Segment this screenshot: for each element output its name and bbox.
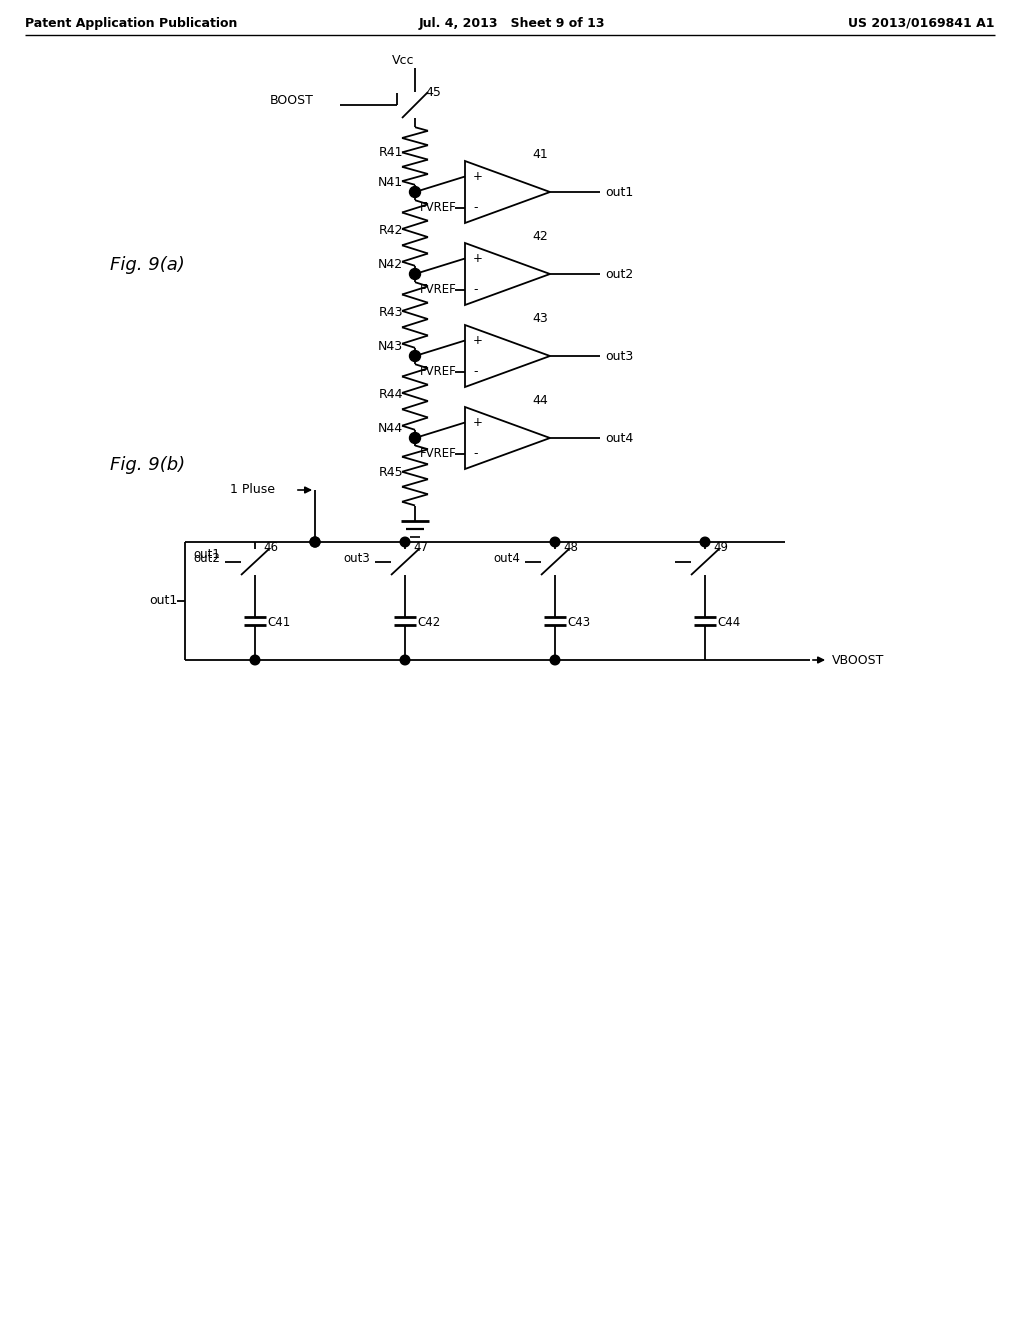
Text: VBOOST: VBOOST (831, 653, 885, 667)
Text: US 2013/0169841 A1: US 2013/0169841 A1 (849, 16, 995, 29)
Circle shape (400, 537, 410, 546)
Text: R43: R43 (379, 305, 403, 318)
Text: Vcc: Vcc (392, 54, 415, 66)
Text: -: - (473, 366, 477, 378)
Text: out4: out4 (605, 432, 633, 445)
Text: out2: out2 (605, 268, 633, 281)
Text: C41: C41 (267, 616, 290, 630)
Text: out3: out3 (605, 350, 633, 363)
Text: out4: out4 (494, 552, 520, 565)
Circle shape (410, 186, 421, 198)
Text: +: + (473, 170, 483, 183)
Text: 47: 47 (413, 541, 428, 554)
Text: FVREF: FVREF (420, 366, 457, 378)
Text: 49: 49 (713, 541, 728, 554)
Text: +: + (473, 416, 483, 429)
Text: R42: R42 (379, 223, 403, 236)
Text: -: - (473, 282, 477, 296)
Circle shape (400, 655, 410, 665)
Text: N43: N43 (378, 339, 403, 352)
Text: N42: N42 (378, 257, 403, 271)
Text: out1: out1 (605, 186, 633, 198)
Text: Fig. 9(b): Fig. 9(b) (110, 455, 185, 474)
Text: N41: N41 (378, 176, 403, 189)
Text: 41: 41 (532, 148, 548, 161)
Text: 48: 48 (563, 541, 578, 554)
Text: out1: out1 (194, 548, 220, 561)
Circle shape (410, 351, 421, 362)
Text: Patent Application Publication: Patent Application Publication (25, 16, 238, 29)
Text: FVREF: FVREF (420, 447, 457, 459)
Text: +: + (473, 334, 483, 347)
Text: N44: N44 (378, 421, 403, 434)
Circle shape (250, 655, 260, 665)
Text: 1 Pluse: 1 Pluse (230, 483, 275, 496)
Circle shape (310, 537, 319, 546)
Text: 44: 44 (532, 393, 548, 407)
Circle shape (410, 268, 421, 280)
Circle shape (410, 433, 421, 444)
Text: R45: R45 (379, 466, 403, 479)
Text: 42: 42 (532, 230, 548, 243)
Circle shape (550, 655, 560, 665)
Text: out2: out2 (194, 552, 220, 565)
Text: BOOST: BOOST (270, 94, 314, 107)
Text: C42: C42 (417, 616, 440, 630)
Text: out3: out3 (343, 552, 370, 565)
Text: +: + (473, 252, 483, 265)
Text: FVREF: FVREF (420, 282, 457, 296)
Text: R44: R44 (379, 388, 403, 400)
Circle shape (310, 537, 319, 546)
Text: 46: 46 (263, 541, 278, 554)
Circle shape (550, 537, 560, 546)
Text: 43: 43 (532, 312, 548, 325)
Text: -: - (473, 201, 477, 214)
Text: C44: C44 (717, 616, 740, 630)
Text: Fig. 9(a): Fig. 9(a) (110, 256, 184, 275)
Text: -: - (473, 447, 477, 459)
Text: out1: out1 (148, 594, 177, 607)
Text: FVREF: FVREF (420, 201, 457, 214)
Text: C43: C43 (567, 616, 590, 630)
Circle shape (700, 537, 710, 546)
Text: R41: R41 (379, 147, 403, 160)
Text: 45: 45 (425, 86, 441, 99)
Text: Jul. 4, 2013   Sheet 9 of 13: Jul. 4, 2013 Sheet 9 of 13 (419, 16, 605, 29)
